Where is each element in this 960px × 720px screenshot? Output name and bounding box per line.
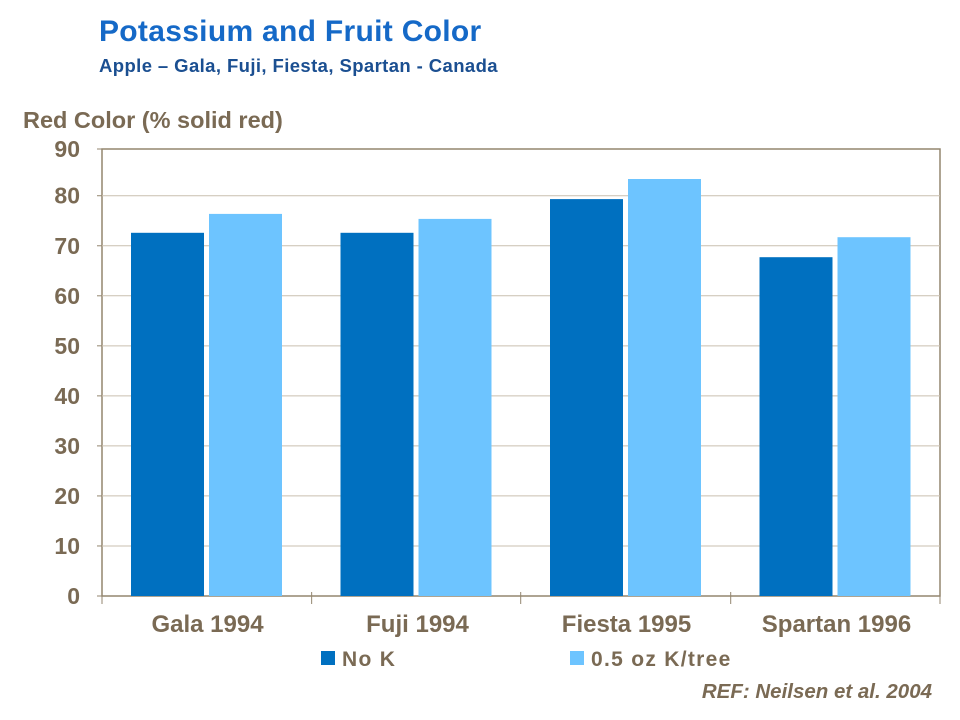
svg-text:80: 80 bbox=[54, 183, 80, 209]
svg-text:40: 40 bbox=[54, 383, 80, 409]
svg-text:50: 50 bbox=[54, 333, 80, 359]
svg-text:20: 20 bbox=[54, 483, 80, 509]
svg-text:60: 60 bbox=[54, 283, 80, 309]
svg-text:0: 0 bbox=[67, 583, 80, 609]
svg-text:70: 70 bbox=[54, 233, 80, 259]
svg-text:90: 90 bbox=[54, 136, 80, 162]
svg-text:30: 30 bbox=[54, 433, 80, 459]
svg-text:10: 10 bbox=[54, 533, 80, 559]
